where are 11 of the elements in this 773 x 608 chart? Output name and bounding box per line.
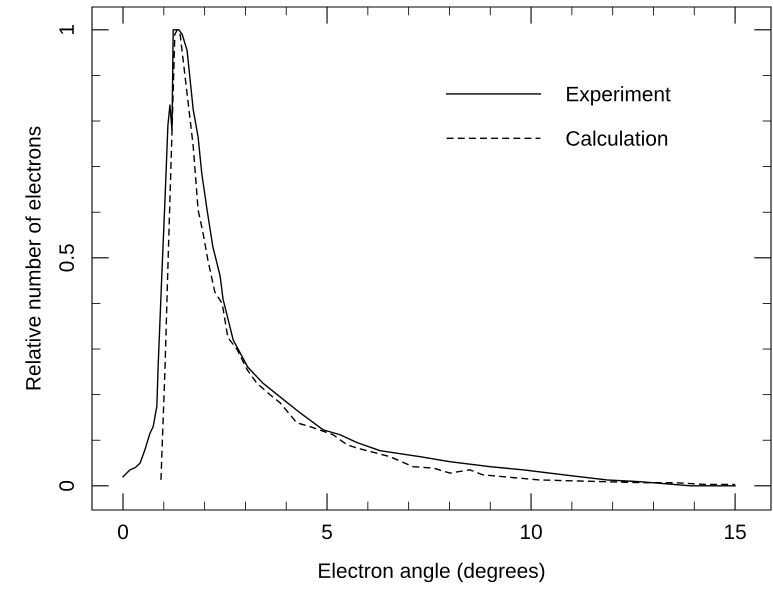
x-tick-label: 0 <box>118 524 128 540</box>
legend-label: Calculation <box>566 130 668 146</box>
y-axis-title: Relative number of electrons <box>25 126 41 390</box>
legend-label: Experiment <box>567 86 671 106</box>
x-axis-title: Electron angle (degrees) <box>319 562 544 582</box>
x-tick-label: 5 <box>322 524 332 540</box>
y-tick-label: 0 <box>59 480 74 491</box>
y-tick-label: 0.5 <box>59 244 74 272</box>
x-tick-label: 15 <box>725 524 746 540</box>
y-tick-label: 1 <box>59 25 74 34</box>
x-tick-label: 10 <box>521 524 542 540</box>
